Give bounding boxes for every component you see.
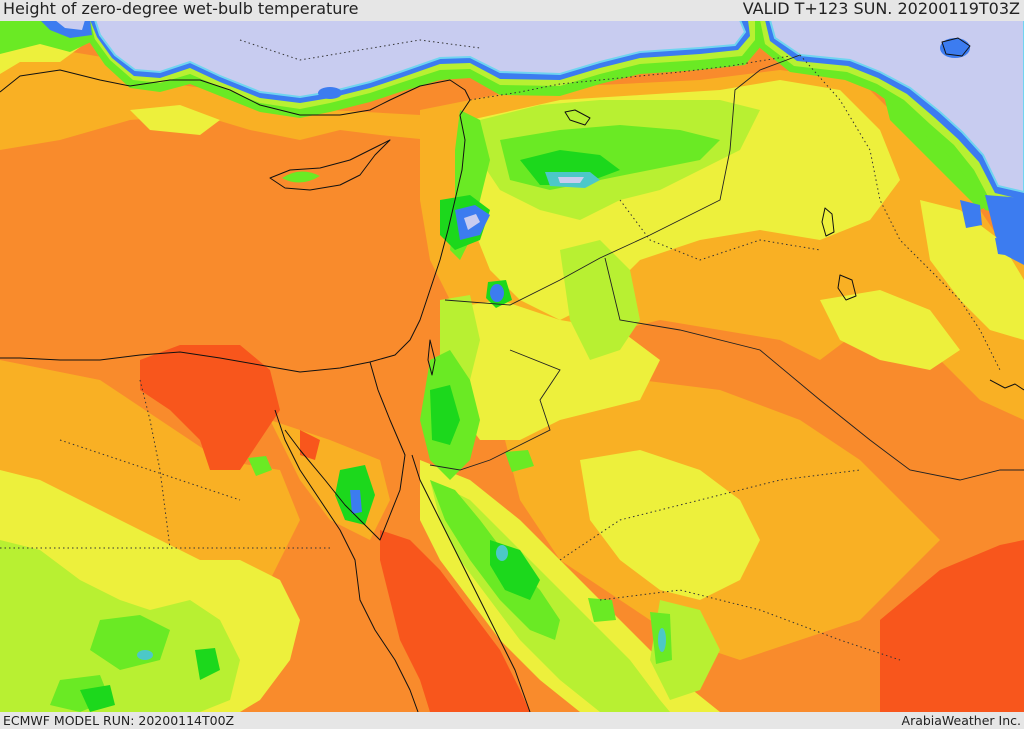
- blue-zagros-1: [960, 200, 982, 228]
- green-south-spot: [588, 598, 616, 622]
- border-egypt-internal: [59, 439, 241, 501]
- green-egypt-spot: [248, 456, 272, 476]
- lavender-north-left: [93, 19, 747, 99]
- teal-south-spot: [658, 628, 666, 652]
- coast-cyprus: [269, 139, 391, 191]
- lavender-lebanon: [464, 214, 480, 230]
- bright-egypt-2: [195, 648, 220, 680]
- blue-sinai: [350, 490, 362, 514]
- border-syria-iraq: [444, 54, 801, 306]
- teal-egypt-spot: [137, 650, 153, 660]
- valid-time: VALID T+123 SUN. 20200119T03Z: [742, 0, 1020, 18]
- coast-lake-2: [837, 274, 857, 301]
- yellow-hejaz: [420, 460, 720, 712]
- coast-lake-assad: [564, 109, 591, 126]
- coast-sinai: [284, 361, 406, 541]
- coast-red-sea-east: [411, 454, 531, 713]
- green-cyprus: [282, 171, 320, 183]
- yellow-med-north: [130, 105, 220, 135]
- north-bands-topleft: [0, 20, 95, 54]
- red-red-sea: [380, 530, 530, 712]
- lime-jordan: [560, 240, 640, 360]
- amber-north-med: [0, 40, 430, 150]
- field-blue: [137, 172, 1012, 660]
- coast-red-sea-west: [274, 409, 419, 713]
- yellow-iran: [920, 200, 1024, 340]
- yellow-arabia-mid: [580, 450, 760, 600]
- bright-egypt-1: [80, 685, 115, 712]
- field-red: [140, 345, 1024, 712]
- blue-lake-van: [940, 38, 970, 58]
- coast-turkey-south: [0, 69, 471, 116]
- teal-hejaz-spot: [496, 545, 508, 561]
- border-egypt-libya: [139, 379, 171, 549]
- coast-levant: [369, 114, 466, 363]
- map-footer: ECMWF MODEL RUN: 20200114T00Z ArabiaWeat…: [0, 712, 1024, 729]
- border-syria-internal: [619, 199, 821, 261]
- red-sinai-spot: [300, 430, 320, 460]
- blue-turkey-coast: [318, 87, 342, 99]
- coast-lake-1: [821, 207, 835, 237]
- border-saudi-internal-2: [599, 589, 901, 661]
- model-run: ECMWF MODEL RUN: 20200114T00Z: [3, 713, 235, 728]
- green-jordan-spot: [505, 450, 534, 472]
- border-turkey-syria: [469, 55, 791, 101]
- bright-jordan-valley: [430, 385, 460, 445]
- lavender-syria-lens: [558, 177, 584, 183]
- border-jordan-saudi: [429, 349, 561, 471]
- coastlines: [0, 37, 1024, 713]
- band-blue-right-edge: [985, 195, 1024, 265]
- coast-egypt-north: [0, 351, 371, 373]
- coast-dead-sea: [427, 339, 436, 376]
- blue-jordan-spot: [490, 284, 504, 302]
- red-egypt: [140, 345, 280, 470]
- red-arabia-south: [880, 540, 1024, 712]
- coast-lake-van: [941, 37, 971, 57]
- north-bands-left: [80, 19, 765, 118]
- border-iraq-saudi: [604, 257, 1024, 481]
- yellow-iran-south: [820, 290, 960, 370]
- map-header: Height of zero-degree wet-bulb temperatu…: [0, 0, 1024, 21]
- borders: [0, 39, 1024, 661]
- lavender-topleft: [55, 20, 85, 30]
- coast-iran-gulf: [989, 379, 1024, 391]
- map-title: Height of zero-degree wet-bulb temperatu…: [3, 0, 359, 18]
- credit: ArabiaWeather Inc.: [901, 713, 1021, 728]
